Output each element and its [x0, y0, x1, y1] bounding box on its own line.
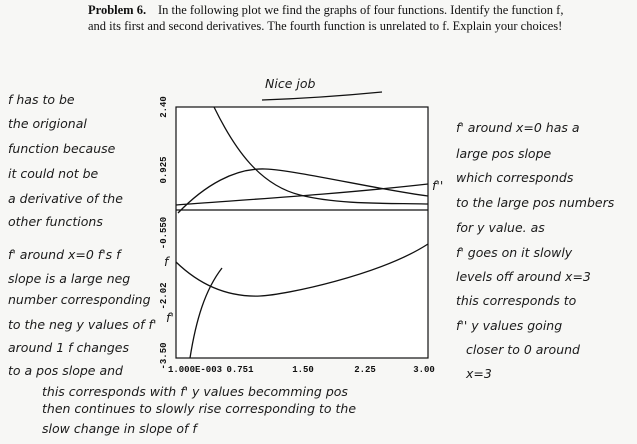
right-note-line: this corresponds to — [456, 293, 577, 308]
left-note-line: it could not be — [8, 166, 99, 181]
grader-note: Nice job — [265, 76, 315, 91]
underline — [261, 91, 383, 101]
left-note-line: slope is a large neg — [8, 271, 130, 286]
right-note-line: closer to 0 around — [466, 342, 580, 357]
curve-label: f — [164, 254, 170, 269]
left-note-line: f' around x=0 f's f — [8, 247, 122, 262]
curve-label: f'' — [432, 178, 443, 193]
y-tick-label: 2.40 — [159, 96, 169, 118]
right-note-line: f'' y values going — [456, 318, 562, 333]
y-tick-label: 0.925 — [159, 156, 169, 183]
left-note-line: to the neg y values of f' — [8, 317, 156, 332]
curve — [175, 183, 429, 206]
curve — [213, 106, 429, 205]
right-note-line: large pos slope — [456, 146, 552, 161]
curve-label: f' — [166, 310, 174, 325]
problem-text: and its first and second derivatives. Th… — [88, 19, 562, 33]
right-note-line: levels off around x=3 — [456, 269, 591, 284]
left-note-line: function because — [8, 141, 116, 156]
x-tick-label: 0.751 — [226, 365, 254, 375]
y-tick-label: -2.02 — [159, 282, 169, 309]
x-tick-label: 1.50 — [292, 365, 314, 375]
left-note-line: f has to be — [8, 92, 75, 107]
left-note-line: other functions — [8, 214, 103, 229]
left-note-line: this corresponds with f' y values becomm… — [42, 384, 348, 399]
left-note-line: number corresponding — [8, 292, 151, 307]
x-tick-label: 1.000E-003 — [168, 365, 222, 375]
x-tick-label: 2.25 — [354, 365, 376, 375]
y-tick-label: -0.550 — [159, 217, 169, 249]
left-note-line: around 1 f changes — [8, 340, 130, 355]
right-note-line: for y value. as — [456, 220, 545, 235]
right-note-line: f' goes on it slowly — [456, 245, 573, 260]
curve — [189, 267, 223, 359]
plot-frame — [175, 106, 429, 359]
left-note-line: then continues to slowly rise correspond… — [42, 401, 356, 416]
right-note-line: x=3 — [465, 366, 492, 381]
y-tick-label: -3.50 — [159, 342, 169, 369]
x-tick-label: 3.00 — [413, 365, 435, 375]
left-note-line: to a pos slope and — [8, 363, 123, 378]
problem-label: Problem 6. — [88, 3, 146, 17]
right-note-line: which corresponds — [456, 170, 574, 185]
plot — [175, 106, 429, 359]
curve — [175, 243, 429, 297]
left-note-line: a derivative of the — [8, 191, 123, 206]
left-note-line: slow change in slope of f — [42, 421, 198, 436]
right-note-line: f' around x=0 has a — [456, 120, 580, 135]
left-note-line: the origional — [8, 116, 87, 131]
right-note-line: to the large pos numbers — [456, 195, 615, 210]
problem-text: In the following plot we find the graphs… — [158, 3, 563, 17]
